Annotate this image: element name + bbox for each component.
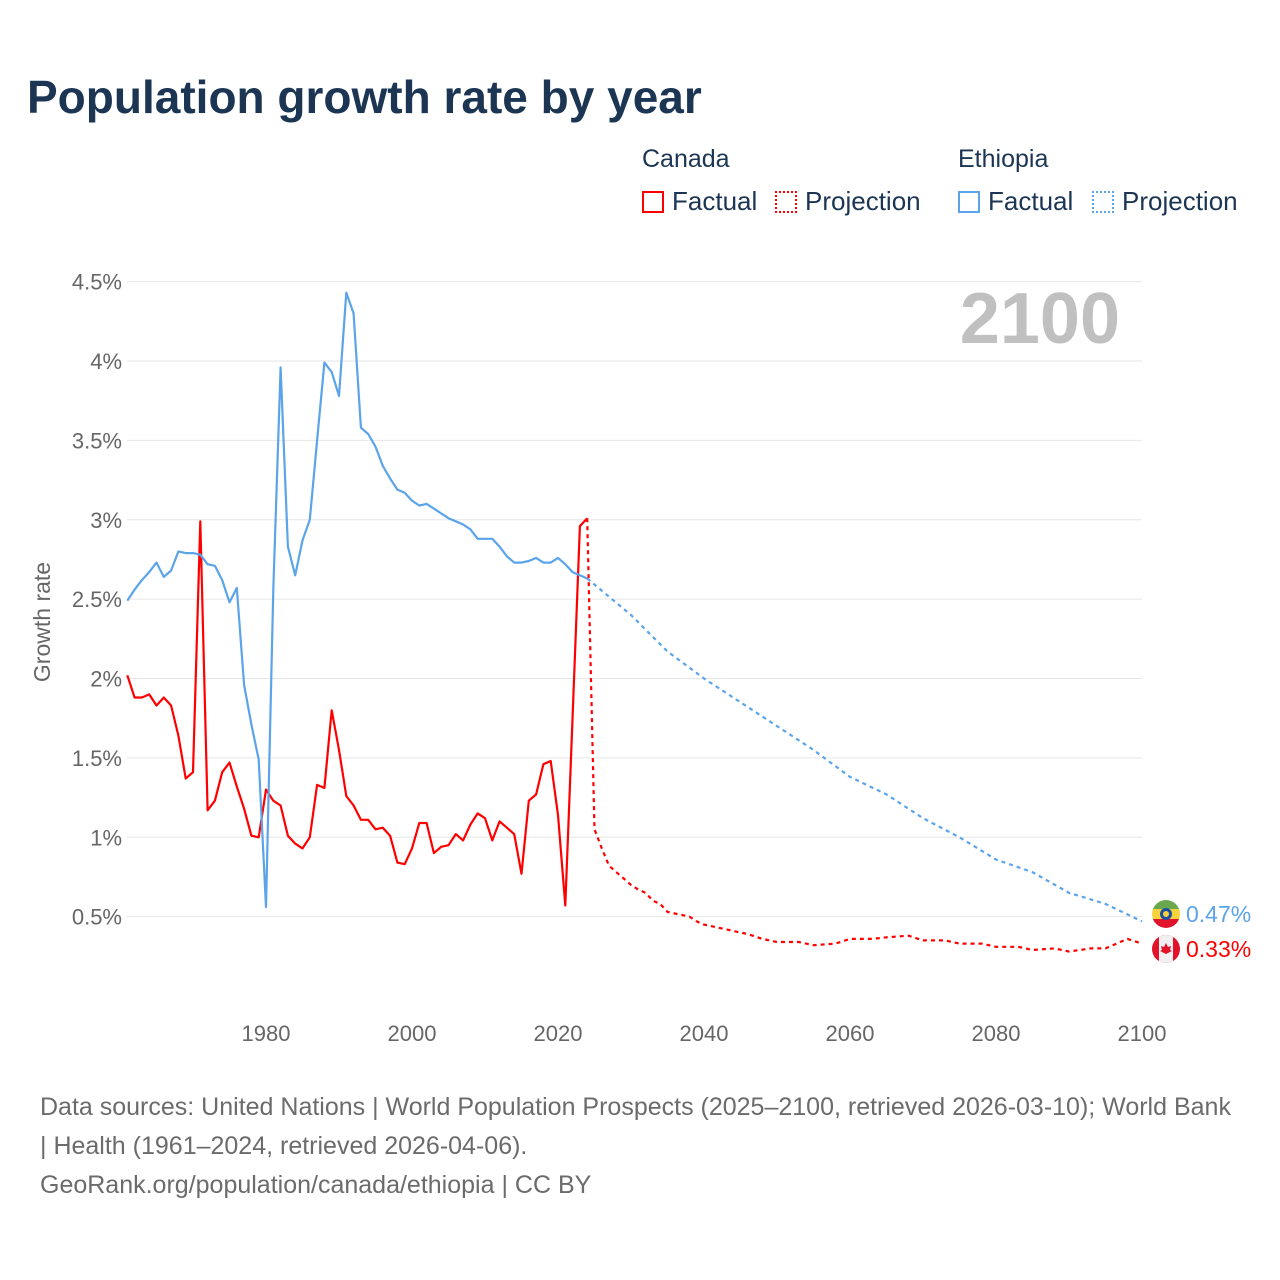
credit-link[interactable]: GeoRank.org/population/canada/ethiopia |… xyxy=(40,1171,592,1199)
x-tick-label: 2040 xyxy=(680,1021,729,1046)
ethiopia-end-value: 0.47% xyxy=(1186,901,1251,927)
solid-swatch-icon xyxy=(958,190,980,213)
chart-title: Population growth rate by year xyxy=(27,71,702,123)
legend-ethiopia-projection[interactable]: Projection xyxy=(1092,186,1238,217)
chart-plot: 0.5% 1% 1.5% 2% 2.5% 3% 3.5% 4% 4.5% 1980 2000 2020… xyxy=(29,270,1251,1046)
y-tick-label: 0.5% xyxy=(72,905,122,930)
data-sources: Data sources: United Nations | World Pop… xyxy=(40,1093,1231,1160)
dotted-swatch-icon xyxy=(775,190,797,213)
legend-label: Projection xyxy=(805,186,921,216)
solid-swatch-icon xyxy=(642,190,664,213)
y-tick-label: 1.5% xyxy=(72,746,122,771)
x-tick-label: 2080 xyxy=(972,1021,1021,1046)
legend-canada-factual[interactable]: Factual xyxy=(642,186,757,217)
y-tick-label: 3.5% xyxy=(72,428,122,453)
legend-canada-heading: Canada xyxy=(642,145,730,173)
y-tick-label: 4% xyxy=(90,349,122,374)
legend-ethiopia-heading: Ethiopia xyxy=(958,145,1049,173)
x-tick-label: 2100 xyxy=(1118,1021,1167,1046)
ethiopia-flag-icon xyxy=(1152,900,1180,928)
legend-ethiopia-factual[interactable]: Factual xyxy=(958,186,1073,217)
legend-canada-projection[interactable]: Projection xyxy=(775,186,921,217)
legend-label: Factual xyxy=(988,186,1074,216)
y-tick-label: 2.5% xyxy=(72,587,122,612)
x-tick-label: 2020 xyxy=(534,1021,583,1046)
series-line-canada-factual xyxy=(126,517,589,907)
dotted-swatch-icon xyxy=(1092,190,1114,213)
series-line-canada-projection xyxy=(586,518,1143,953)
canada-end-value: 0.33% xyxy=(1186,936,1251,962)
y-tick-label: 2% xyxy=(90,667,122,692)
year-watermark: 2100 xyxy=(960,279,1120,359)
x-tick-label: 1980 xyxy=(242,1021,291,1046)
legend-label: Projection xyxy=(1122,186,1238,216)
y-tick-label: 4.5% xyxy=(72,270,122,295)
y-tick-label: 3% xyxy=(90,508,122,533)
y-axis-label: Growth rate xyxy=(29,562,55,682)
y-tick-label: 1% xyxy=(90,825,122,850)
series-line-ethiopia-projection xyxy=(586,577,1143,923)
canada-flag-icon xyxy=(1152,935,1180,963)
x-tick-label: 2000 xyxy=(388,1021,437,1046)
legend-label: Factual xyxy=(672,186,758,216)
footer: Data sources: United Nations | World Pop… xyxy=(40,1088,1240,1205)
series-line-ethiopia-factual xyxy=(126,291,588,909)
x-tick-label: 2060 xyxy=(826,1021,875,1046)
